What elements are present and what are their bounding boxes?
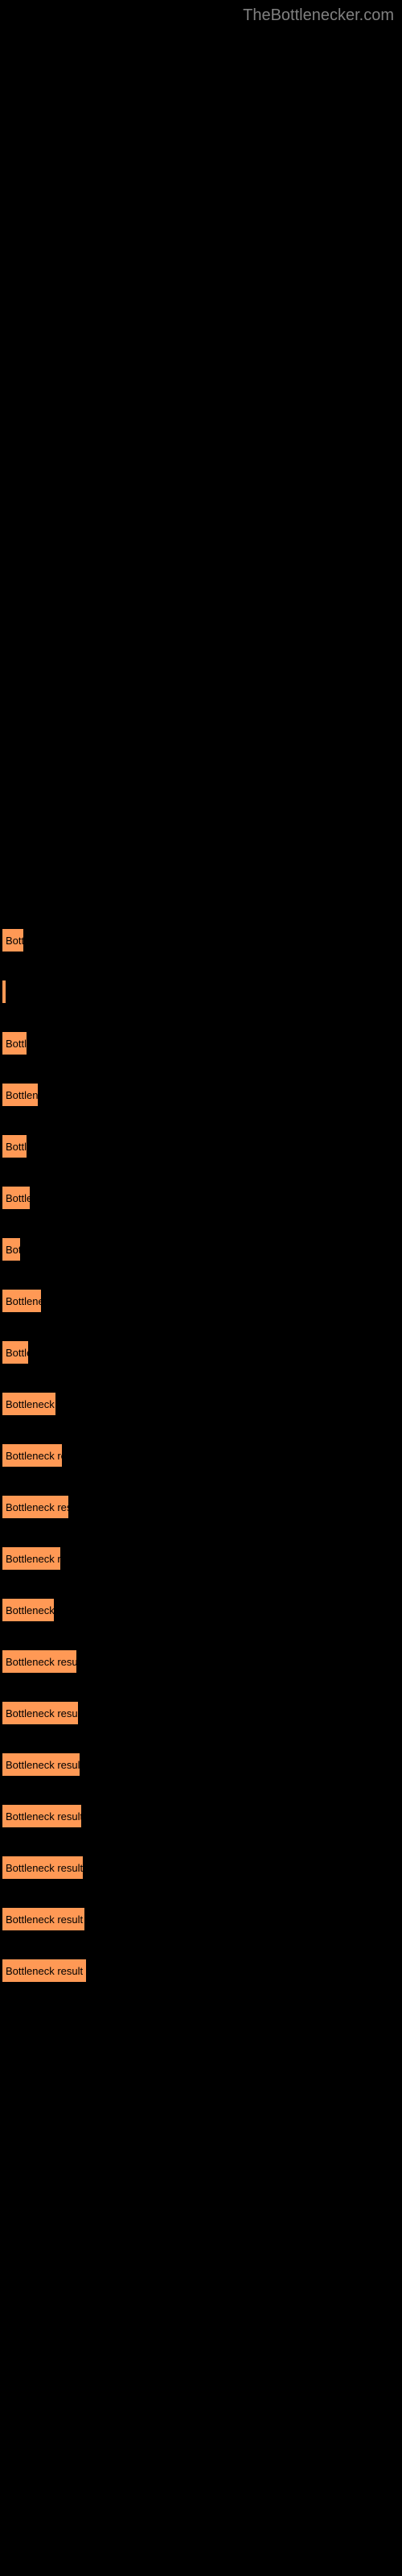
bar-label: Bottle (6, 1038, 27, 1050)
bar-row: Bottleneck result (0, 1635, 402, 1686)
bar-row: Bottlen (0, 1326, 402, 1377)
bar-row: Bottleneck result (0, 1686, 402, 1738)
bar-9: Bottleneck res (2, 1392, 56, 1416)
bar-label: Bottleneck resu (6, 1450, 63, 1462)
bar-row: Bottleneck result (0, 1480, 402, 1532)
bar-label: Bottleneck result (6, 1965, 83, 1977)
bar-row: Bot (0, 1223, 402, 1274)
bar-label: Bottleneck result (6, 1913, 83, 1926)
bar-row: Bottleneck result (0, 1841, 402, 1893)
bar-row: Bottlen (0, 1171, 402, 1223)
bar-label: Bottleneck result (6, 1707, 79, 1719)
bar-11: Bottleneck result (2, 1495, 69, 1519)
bar-18: Bottleneck result (2, 1856, 84, 1880)
bar-5: Bottlen (2, 1186, 31, 1210)
bar-label: Bottleneck result (6, 1862, 83, 1874)
bar-row (0, 965, 402, 1017)
bar-row: Bottleneck res (0, 1377, 402, 1429)
bar-7: Bottleneck (2, 1289, 42, 1313)
bar-0: Bott (2, 928, 24, 952)
bar-4: Bottle (2, 1134, 27, 1158)
bar-label: Bottlenec (6, 1089, 39, 1101)
bar-row: Bottleneck resu (0, 1532, 402, 1583)
bar-label: Bottleneck result (6, 1501, 69, 1513)
bar-label: Bottleneck res (6, 1398, 56, 1410)
bar-row: Bott (0, 914, 402, 965)
bar-6: Bot (2, 1237, 21, 1261)
bar-3: Bottlenec (2, 1083, 39, 1107)
bar-2: Bottle (2, 1031, 27, 1055)
bar-15: Bottleneck result (2, 1701, 79, 1725)
bar-13: Bottleneck re (2, 1598, 55, 1622)
bar-label: Bottle (6, 1141, 27, 1153)
bar-row: Bottleneck result (0, 1893, 402, 1944)
watermark-text: TheBottlenecker.com (243, 6, 394, 25)
bar-label: Bottleneck re (6, 1604, 55, 1616)
bar-row: Bottlenec (0, 1068, 402, 1120)
bar-label: Bottleneck (6, 1295, 42, 1307)
bar-row: Bottleneck re (0, 1583, 402, 1635)
bar-label: Bottleneck resu (6, 1553, 61, 1565)
bar-12: Bottleneck resu (2, 1546, 61, 1571)
bar-label: Bott (6, 935, 24, 947)
bar-row: Bottle (0, 1120, 402, 1171)
bar-label: Bottleneck result (6, 1656, 77, 1668)
bar-row: Bottleneck (0, 1274, 402, 1326)
bar-chart: Bott Bottle Bottlenec Bottle Bottlen Bot… (0, 914, 402, 1996)
bar-14: Bottleneck result (2, 1649, 77, 1674)
bar-17: Bottleneck result (2, 1804, 82, 1828)
bar-label: Bot (6, 1244, 21, 1256)
bar-row: Bottleneck result (0, 1944, 402, 1996)
bar-label: Bottleneck result (6, 1810, 82, 1823)
bar-20: Bottleneck result (2, 1959, 87, 1983)
bar-row: Bottle (0, 1017, 402, 1068)
bar-row: Bottleneck result (0, 1738, 402, 1790)
bar-10: Bottleneck resu (2, 1443, 63, 1468)
bar-row: Bottleneck resu (0, 1429, 402, 1480)
bar-row: Bottleneck result (0, 1790, 402, 1841)
bar-label: Bottlen (6, 1192, 31, 1204)
bar-19: Bottleneck result (2, 1907, 85, 1931)
bar-label: Bottlen (6, 1347, 29, 1359)
bar-8: Bottlen (2, 1340, 29, 1364)
bar-label: Bottleneck result (6, 1759, 80, 1771)
bar-1 (2, 980, 6, 1004)
bar-16: Bottleneck result (2, 1752, 80, 1777)
